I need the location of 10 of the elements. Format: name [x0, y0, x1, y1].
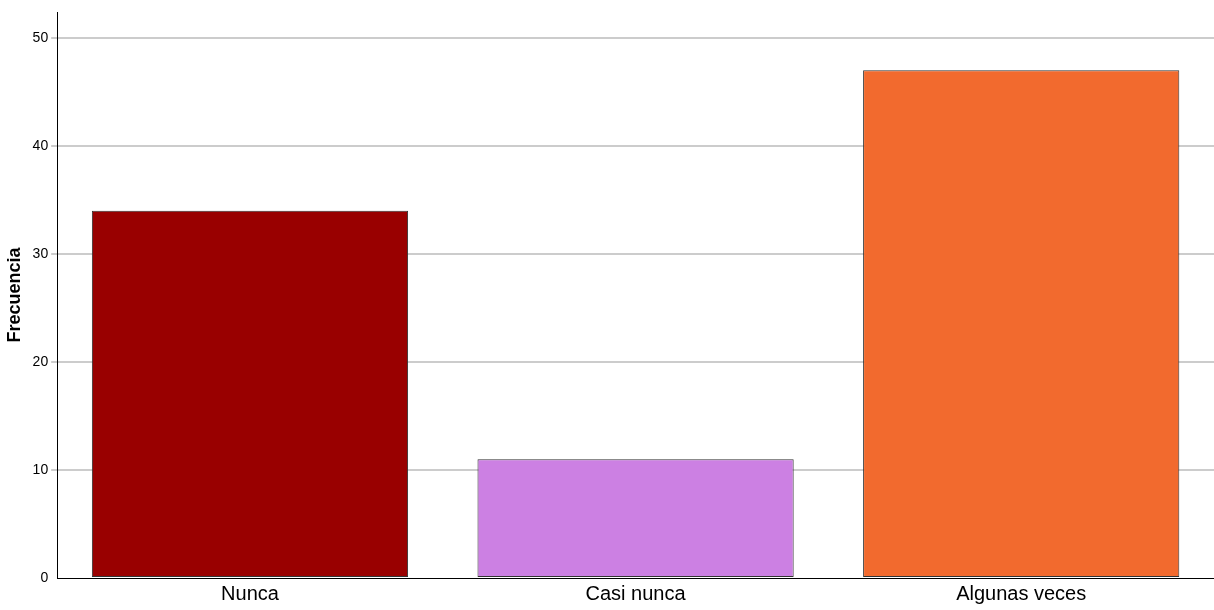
y-tick-label: 10	[32, 460, 49, 477]
x-tick-label: Nunca	[221, 581, 280, 604]
y-tick-label: 20	[32, 352, 49, 369]
x-tick-label: Algunas veces	[956, 581, 1087, 604]
x-tick-label: Casi nunca	[585, 581, 687, 604]
y-tick-label: 50	[32, 28, 49, 45]
y-tick-label: 30	[32, 244, 49, 261]
y-tick-label: 40	[32, 136, 49, 153]
y-axis-title: Frecuencia	[3, 246, 24, 343]
y-tick-label: 0	[40, 568, 49, 585]
